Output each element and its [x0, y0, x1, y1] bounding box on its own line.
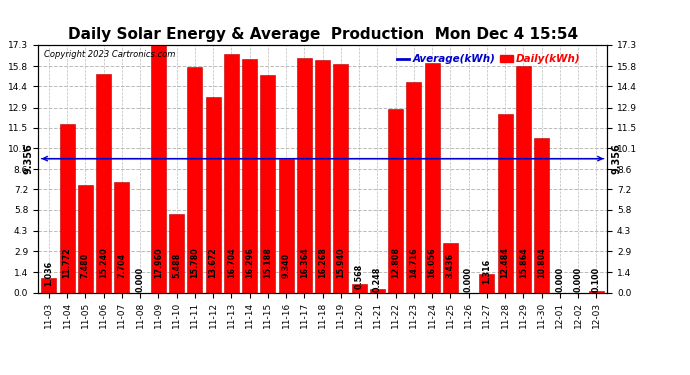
Text: 16.704: 16.704: [227, 248, 236, 278]
Bar: [589, 291, 604, 292]
Text: 16.056: 16.056: [428, 248, 437, 278]
Text: 0.000: 0.000: [555, 267, 564, 292]
Bar: [534, 138, 549, 292]
Text: 15.240: 15.240: [99, 248, 108, 278]
Text: 15.188: 15.188: [264, 248, 273, 278]
Bar: [206, 97, 221, 292]
Bar: [41, 278, 57, 292]
Text: 9.356: 9.356: [612, 143, 622, 174]
Text: 14.716: 14.716: [409, 248, 418, 278]
Text: 17.960: 17.960: [154, 248, 163, 278]
Text: 5.488: 5.488: [172, 253, 181, 278]
Text: 16.364: 16.364: [300, 248, 309, 278]
Bar: [443, 243, 457, 292]
Text: 13.672: 13.672: [208, 248, 217, 278]
Bar: [370, 289, 385, 292]
Text: 15.780: 15.780: [190, 248, 199, 278]
Text: 7.704: 7.704: [117, 253, 126, 278]
Bar: [424, 63, 440, 292]
Text: 0.000: 0.000: [573, 267, 582, 292]
Text: 16.296: 16.296: [245, 248, 254, 278]
Text: Copyright 2023 Cartronics.com: Copyright 2023 Cartronics.com: [43, 50, 175, 59]
Title: Daily Solar Energy & Average  Production  Mon Dec 4 15:54: Daily Solar Energy & Average Production …: [68, 27, 578, 42]
Text: 10.804: 10.804: [537, 248, 546, 278]
Bar: [279, 159, 293, 292]
Text: 1.036: 1.036: [44, 261, 53, 286]
Bar: [480, 274, 494, 292]
Text: 7.480: 7.480: [81, 253, 90, 278]
Bar: [115, 182, 129, 292]
Bar: [151, 36, 166, 292]
Bar: [497, 114, 513, 292]
Text: 0.000: 0.000: [136, 267, 145, 292]
Bar: [315, 60, 330, 292]
Bar: [169, 214, 184, 292]
Text: 0.248: 0.248: [373, 267, 382, 292]
Bar: [388, 109, 403, 292]
Bar: [188, 67, 202, 292]
Text: 11.772: 11.772: [63, 248, 72, 278]
Text: 9.340: 9.340: [282, 253, 290, 278]
Text: 12.484: 12.484: [500, 248, 509, 278]
Bar: [242, 59, 257, 292]
Bar: [78, 186, 93, 292]
Text: 0.000: 0.000: [464, 267, 473, 292]
Text: 0.100: 0.100: [592, 267, 601, 292]
Bar: [516, 66, 531, 292]
Bar: [352, 284, 366, 292]
Text: 1.316: 1.316: [482, 259, 491, 284]
Text: 9.356: 9.356: [23, 143, 33, 174]
Text: 3.436: 3.436: [446, 253, 455, 278]
Text: 15.940: 15.940: [336, 248, 345, 278]
Text: 16.268: 16.268: [318, 248, 327, 278]
Text: 12.808: 12.808: [391, 247, 400, 278]
Bar: [96, 75, 111, 292]
Bar: [333, 64, 348, 292]
Bar: [406, 82, 422, 292]
Bar: [297, 58, 312, 292]
Bar: [59, 124, 75, 292]
Bar: [224, 54, 239, 292]
Legend: Average(kWh), Daily(kWh): Average(kWh), Daily(kWh): [393, 50, 585, 69]
Bar: [260, 75, 275, 292]
Text: 0.568: 0.568: [355, 264, 364, 289]
Text: 15.864: 15.864: [519, 248, 528, 278]
